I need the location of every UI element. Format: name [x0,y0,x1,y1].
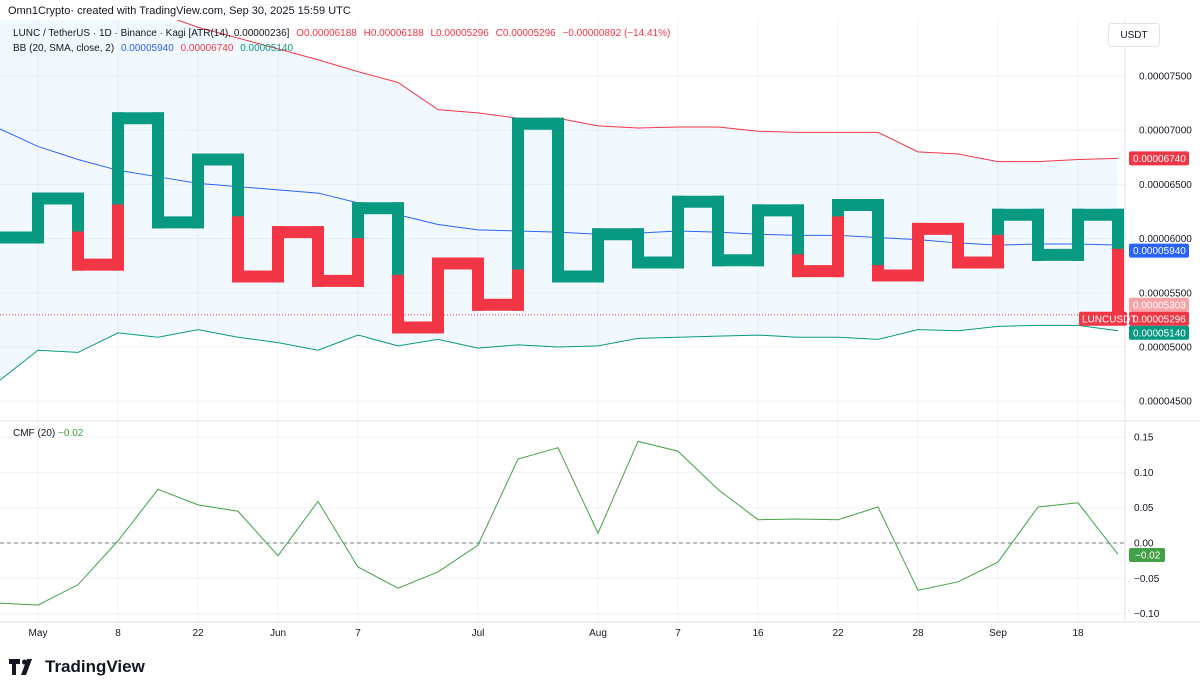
price-label: 0.00005140 [1133,328,1186,339]
time-axis-tick: 8 [115,628,121,639]
bb-upper-value: 0.00006740 [180,43,234,54]
price-label-box [1129,297,1189,312]
bb-basis-value: 0.00005940 [120,43,174,54]
chart-legend: LUNC / TetherUS · 1D · Binance · Kagi [A… [13,26,674,56]
currency-button[interactable]: USDT [1108,23,1160,47]
time-axis-tick: Jun [270,628,286,639]
time-axis-tick: 7 [675,628,681,639]
cmf-axis-tick: 0.05 [1134,503,1154,514]
cmf-axis-tick: −0.05 [1134,574,1160,585]
symbol-tag: LUNCUSDT [1082,314,1136,325]
price-label: 0.00006740 [1133,154,1186,165]
price-label: 0.00005303 [1133,300,1186,311]
time-axis-tick: Sep [989,628,1007,639]
price-axis-tick: 0.00006000 [1139,234,1192,245]
ohlc-low: L0.00005296 [430,28,489,39]
price-label-box [1129,151,1189,166]
cmf-value: −0.02 [58,428,84,439]
symbol-info[interactable]: LUNC / TetherUS · 1D · Binance · Kagi [A… [13,28,290,39]
cmf-label-box [1129,548,1165,562]
ohlc-open: O0.00006188 [296,28,357,39]
cmf-title[interactable]: CMF (20) [13,428,56,439]
tradingview-logo[interactable]: TradingView [9,657,145,677]
cmf-axis-tick: 0.15 [1134,433,1154,444]
cmf-line [0,440,1119,606]
price-axis-tick: 0.00005500 [1139,288,1192,299]
bb-lower-line [0,324,1119,381]
bb-indicator-title[interactable]: BB (20, SMA, close, 2) [13,43,115,54]
price-axis-tick: 0.00007500 [1139,72,1192,83]
time-axis-tick: 22 [192,628,204,639]
price-axis-tick: 0.00004500 [1139,397,1192,408]
price-axis-tick: 0.00006500 [1139,180,1192,191]
time-axis-tick: 22 [832,628,844,639]
cmf-axis-tick: −0.10 [1134,609,1160,620]
logo-text: TradingView [45,657,145,676]
cmf-pane [0,440,1125,606]
price-label-box [1129,311,1189,326]
price-change: −0.00000892 (−14.41%) [562,28,671,39]
time-axis-tick: 16 [752,628,764,639]
tradingview-logo-icon [9,659,32,675]
time-axis-tick: Jul [472,628,485,639]
price-label: 0.00005940 [1133,246,1186,257]
time-axis-tick: 18 [1072,628,1084,639]
cmf-legend: CMF (20) −0.02 [13,428,83,439]
chart-credit: Omn1Crypto· created with TradingView.com… [8,5,351,17]
cmf-axis-tick: 0.00 [1134,539,1154,550]
time-axis-tick: 28 [912,628,924,639]
time-axis-tick: Aug [589,628,607,639]
ohlc-close: C0.00005296 [495,28,556,39]
price-label: 0.00005296 [1133,314,1186,325]
bb-lower-value: 0.00005140 [240,43,294,54]
time-axis-tick: 7 [355,628,361,639]
symbol-tag-box [1079,311,1127,326]
price-axis-tick: 0.00005000 [1139,343,1192,354]
price-label-box [1129,325,1189,340]
ohlc-high: H0.00006188 [363,28,424,39]
price-pane [0,20,1125,381]
price-axis-tick: 0.00007000 [1139,126,1192,137]
time-axis-tick: May [29,628,48,639]
cmf-axis-tick: 0.10 [1134,468,1154,479]
cmf-label: −0.02 [1135,551,1161,562]
price-label-box [1129,243,1189,258]
